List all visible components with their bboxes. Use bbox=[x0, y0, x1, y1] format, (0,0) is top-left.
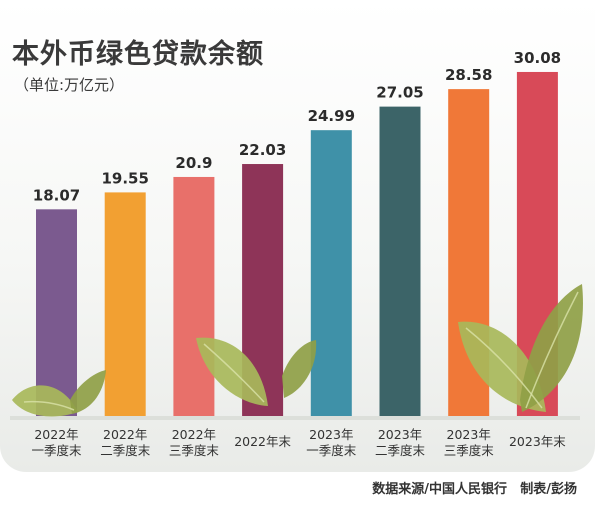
category-label-3-line-2: 三季度末 bbox=[169, 443, 220, 458]
leaf-vein-2 bbox=[203, 343, 265, 403]
leaf-left-2 bbox=[70, 370, 106, 414]
bar-2 bbox=[104, 192, 146, 416]
value-label-5: 24.99 bbox=[308, 107, 355, 125]
leaf-decoration-front bbox=[12, 284, 583, 417]
category-label-3-line-1: 2022年 bbox=[172, 427, 216, 442]
value-label-2: 19.55 bbox=[101, 169, 148, 187]
value-label-7: 28.58 bbox=[445, 66, 492, 84]
leaf-mid-2 bbox=[282, 340, 317, 398]
value-labels-group: 18.07 19.55 20.9 22.03 24.99 27.05 28.58 30.08 bbox=[33, 49, 561, 204]
category-label-2-line-2: 二季度末 bbox=[100, 443, 151, 458]
bar-5 bbox=[310, 130, 352, 416]
leaf-vein-3 bbox=[465, 327, 543, 409]
category-label-1-line-1: 2022年 bbox=[34, 427, 78, 442]
leaf-vein-1 bbox=[23, 400, 75, 411]
category-label-7-line-1: 2023年 bbox=[447, 427, 491, 442]
unit-label: （单位:万亿元） bbox=[14, 76, 125, 94]
bar-6 bbox=[379, 106, 421, 416]
category-label-2-line-1: 2022年 bbox=[103, 427, 147, 442]
category-label-1-line-2: 一季度末 bbox=[31, 443, 82, 458]
source-note: 数据来源/中国人民银行 制表/彭扬 bbox=[372, 478, 577, 497]
category-label-4-line-1: 2022年末 bbox=[234, 434, 291, 449]
leaf-vein-4 bbox=[525, 291, 579, 409]
category-label-6-line-2: 二季度末 bbox=[375, 443, 426, 458]
value-label-8: 30.08 bbox=[514, 49, 561, 67]
value-label-3: 20.9 bbox=[175, 154, 212, 172]
bar-1 bbox=[36, 209, 77, 416]
baseline bbox=[10, 416, 580, 420]
value-label-4: 22.03 bbox=[239, 141, 286, 159]
bar-3 bbox=[173, 176, 215, 416]
category-label-5-line-2: 一季度末 bbox=[306, 443, 357, 458]
bar-chart: 18.0719.5520.922.0324.9927.0528.5830.08 … bbox=[10, 49, 583, 458]
leaf-mid-1 bbox=[196, 337, 268, 406]
leaf-decoration-back bbox=[10, 416, 580, 420]
category-label-8-line-1: 2023年末 bbox=[509, 434, 566, 449]
leaf-left-1 bbox=[12, 385, 78, 417]
value-label-1: 18.07 bbox=[33, 186, 80, 204]
value-label-6: 27.05 bbox=[376, 84, 423, 102]
category-label-7-line-2: 三季度末 bbox=[444, 443, 495, 458]
chart-title: 本外币绿色贷款余额 bbox=[12, 39, 264, 70]
category-label-5-line-1: 2023年 bbox=[309, 427, 353, 442]
category-label-6-line-1: 2023年 bbox=[378, 427, 422, 442]
source-text: 数据来源/中国人民银行 bbox=[372, 482, 508, 497]
credit-text: 制表/彭扬 bbox=[520, 482, 577, 497]
